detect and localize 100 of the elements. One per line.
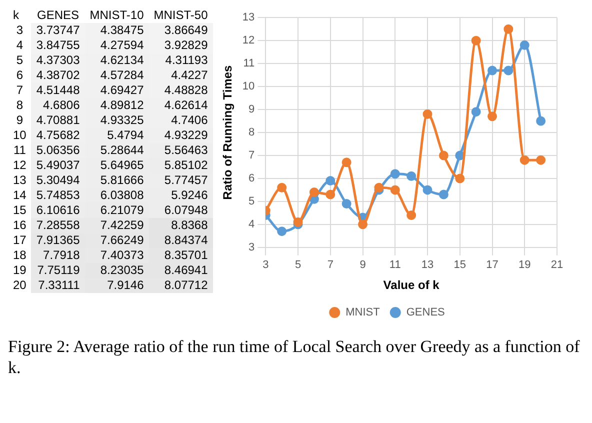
point: [406, 210, 416, 220]
y-tick-label: 6: [15, 68, 24, 83]
point: [503, 66, 513, 76]
y-tick-label: 8: [248, 126, 254, 139]
point: [503, 24, 513, 34]
legend-label: GENES: [406, 306, 445, 319]
y-tick-label: 7: [248, 150, 254, 162]
point: [358, 220, 368, 230]
y-tick-label: 5: [248, 195, 254, 208]
data-label: 4.62134: [84, 53, 149, 68]
data-label: 5.81666: [84, 173, 149, 188]
data-label: 5.64965: [84, 158, 149, 173]
y-tick-label: 4: [248, 218, 254, 230]
data-label: 5.06356: [31, 143, 85, 158]
data-label: 6.10616: [31, 203, 85, 218]
data-label: 7.91365: [31, 233, 85, 248]
data-label: 4.4227: [148, 68, 213, 83]
point: [325, 176, 335, 186]
x-axis-title: Value of k: [383, 278, 440, 292]
data-label: 4.38475: [84, 23, 149, 38]
y-tick-label: 10: [242, 80, 254, 93]
data-label: 7.40373: [84, 248, 149, 263]
x-tick-label: 17: [486, 259, 498, 272]
y-tick-label: 5: [15, 53, 24, 68]
x-tick-label: 15: [454, 259, 466, 272]
data-label: 4.51448: [31, 83, 85, 98]
caption: Figure 2: Average ratio of the run time of Local Search over Greedy as a function of k.: [8, 336, 581, 378]
point: [471, 107, 481, 117]
data-label: 7.33111: [31, 278, 85, 293]
point: [471, 36, 481, 46]
data-label: 4.70881: [31, 113, 85, 128]
y-tick-label: 12: [12, 158, 28, 173]
data-label: 5.4794: [84, 128, 149, 143]
x-tick-label: 11: [389, 259, 401, 272]
y-tick-label: 20: [12, 278, 28, 293]
data-label: 8.35701: [148, 248, 213, 263]
data-label: 6.21079: [84, 203, 149, 218]
y-tick-label: 3: [248, 241, 254, 254]
y-tick-label: 4: [15, 38, 24, 53]
data-label: 4.31193: [148, 53, 213, 68]
data-label: 8.46941: [148, 263, 213, 278]
x-tick-label: 7: [327, 259, 334, 272]
y-tick-label: 14: [12, 188, 28, 203]
point: [438, 190, 448, 200]
data-label: 5.56463: [148, 143, 213, 158]
point: [390, 169, 400, 179]
data-label: 3.84755: [31, 38, 85, 53]
x-tick-label: 21: [550, 259, 563, 272]
data-label: 7.28558: [31, 218, 85, 233]
point: [487, 66, 497, 76]
y-tick-label: 9: [248, 104, 254, 116]
point: [520, 40, 530, 50]
data-label: 4.48828: [148, 83, 213, 98]
data-label: 8.07712: [148, 278, 213, 293]
data-label: 4.69427: [84, 83, 149, 98]
data-label: 4.6806: [31, 98, 85, 113]
y-tick-label: 18: [12, 248, 28, 263]
data-label: 3.86649: [148, 23, 213, 38]
data-label: 7.7918: [31, 248, 85, 263]
data-label: 5.9246: [148, 188, 213, 203]
y-tick-label: 10: [12, 128, 28, 143]
data-label: 4.75682: [31, 128, 85, 143]
y-tick-label: 7: [15, 83, 24, 98]
point: [422, 185, 432, 195]
point: [487, 112, 497, 122]
point: [454, 150, 464, 160]
data-label: 5.30494: [31, 173, 85, 188]
data-label: 4.38702: [31, 68, 85, 83]
legend-label: MNIST: [345, 306, 380, 319]
point: [276, 226, 286, 236]
data-label: 7.9146: [84, 278, 149, 293]
point: [374, 182, 384, 192]
data-label: 4.37303: [31, 53, 85, 68]
point: [293, 217, 303, 227]
data-label: 5.85102: [148, 158, 213, 173]
y-tick-label: 3: [15, 23, 24, 38]
point: [438, 150, 448, 160]
y-tick-label: 16: [12, 218, 28, 233]
x-tick-label: 5: [294, 259, 301, 272]
data-label: 5.49037: [31, 158, 85, 173]
data-label: 3.73747: [31, 23, 85, 38]
data-label: 8.84374: [148, 233, 213, 248]
point: [342, 198, 352, 208]
y-tick-label: 11: [12, 143, 27, 158]
data-label: 4.93229: [148, 128, 213, 143]
y-axis-title: Ratio of Running Times: [220, 64, 234, 200]
data-label: 5.77457: [148, 173, 213, 188]
point: [454, 174, 464, 184]
x-tick-label: MNIST-10: [88, 8, 145, 23]
point: [406, 171, 416, 181]
point: [422, 109, 432, 119]
point: [520, 155, 530, 165]
y-tick-label: 15: [12, 203, 28, 218]
point: [276, 182, 286, 192]
data-label: 4.89812: [84, 98, 149, 113]
point: [390, 185, 400, 195]
y-tick-label: 9: [15, 113, 24, 128]
data-label: 3.92829: [148, 38, 213, 53]
point: [309, 188, 319, 197]
data-label: 6.07948: [148, 203, 213, 218]
